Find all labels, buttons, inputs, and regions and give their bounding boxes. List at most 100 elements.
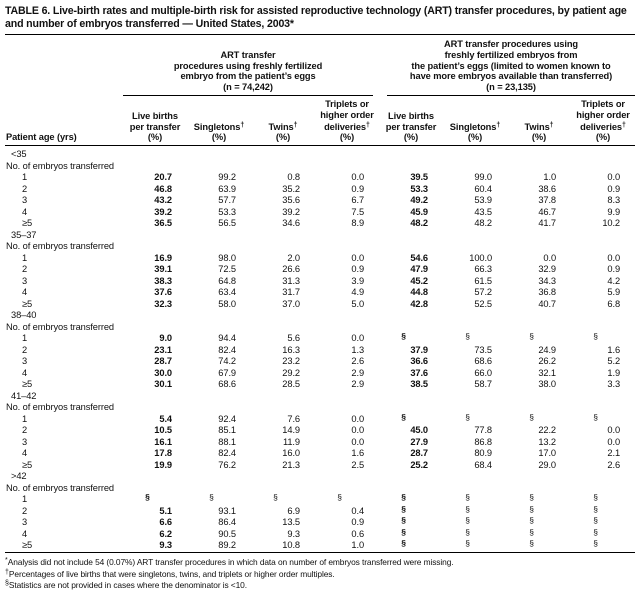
- suppressed-statistic-cell: §: [571, 412, 635, 426]
- percentage-cell: 36.5: [154, 218, 172, 229]
- percentage-cell: 9.0: [159, 333, 172, 344]
- dagger-footnote-marker: †: [293, 121, 298, 129]
- percentage-cell: 36.8: [538, 287, 557, 298]
- row-header-label: Patient age (yrs): [5, 95, 123, 147]
- percentage-cell: 0.9: [607, 183, 621, 194]
- percentage-cell: 0.0: [351, 425, 365, 436]
- percentage-cell: 68.4: [474, 459, 493, 470]
- percentage-cell: 0.0: [351, 172, 365, 183]
- percentage-cell: 57.7: [218, 195, 236, 206]
- data-row: ≥5 32.3 58.0 37.0 5.0 42.8 52.5 40.7 6.8: [5, 299, 635, 311]
- section-mark: §: [401, 411, 406, 422]
- suppressed-statistic-cell: §: [507, 411, 571, 426]
- embryo-count-label: 2: [22, 183, 28, 194]
- percentage-cell: 8.9: [351, 218, 365, 229]
- percentage-cell: 22.2: [538, 425, 557, 436]
- percentage-cell: 9.3: [159, 540, 172, 551]
- footnote-asterisk: *Analysis did not include 54 (0.07%) ART…: [5, 556, 635, 568]
- percentage-cell: 2.5: [351, 459, 365, 470]
- percentage-cell: 2.0: [287, 252, 300, 263]
- percentage-cell: 98.0: [218, 252, 236, 263]
- percentage-cell: 38.3: [154, 275, 172, 286]
- column-header-line: higher order: [576, 109, 630, 120]
- embryo-count-label: 3: [22, 356, 28, 367]
- data-row: 4 30.0 67.9 29.2 2.9 37.6 66.0 32.1 1.9: [5, 368, 635, 380]
- percentage-cell: 11.9: [282, 436, 300, 447]
- data-row: 3 16.1 88.1 11.9 0.0 27.9 86.8 13.2 0.0: [5, 437, 635, 449]
- embryos-transferred-label-row: No. of embryos transferred: [5, 241, 635, 253]
- column-header-line: higher order: [320, 109, 374, 120]
- section-mark: §: [529, 503, 534, 514]
- age-group-label-row: >42: [5, 471, 635, 483]
- percentage-cell: 9.9: [607, 206, 621, 217]
- percentage-cell: 31.7: [282, 287, 300, 298]
- percentage-cell: 46.8: [154, 183, 172, 194]
- age-group-label-row: 35–37: [5, 230, 635, 242]
- percentage-cell: 13.5: [282, 517, 300, 528]
- percentage-cell: 0.8: [287, 172, 300, 183]
- suppressed-statistic-cell: §: [379, 538, 443, 552]
- column-header-line: deliveries†: [324, 121, 370, 132]
- percentage-cell: 40.7: [538, 298, 557, 309]
- section-mark: §: [593, 331, 598, 342]
- percentage-cell: 0.0: [607, 252, 621, 263]
- percentage-cell: 0.0: [351, 413, 365, 424]
- column-header-g2-triplets: Triplets or higher order deliveries† (%): [571, 95, 636, 147]
- group-header-line: the patient’s eggs (limited to women kno…: [411, 60, 611, 71]
- section-mark: §: [529, 492, 534, 503]
- footnote-marker: §: [5, 580, 9, 588]
- suppressed-statistic-cell: §: [571, 515, 635, 529]
- percentage-cell: 0.9: [351, 517, 365, 528]
- percentage-cell: 39.5: [410, 172, 429, 183]
- column-header-line: deliveries†: [580, 121, 626, 132]
- embryos-transferred-label-row: No. of embryos transferred: [5, 402, 635, 414]
- percentage-cell: 9.3: [287, 528, 300, 539]
- data-row: 4 17.8 82.4 16.0 1.6 28.7 80.9 17.0 2.1: [5, 448, 635, 460]
- embryo-count-label: 3: [22, 275, 28, 286]
- column-header-line: Triplets or: [325, 98, 369, 109]
- embryo-count-label: ≥5: [22, 540, 33, 551]
- suppressed-statistic-cell: §: [571, 504, 635, 518]
- percentage-cell: 1.0: [543, 172, 557, 183]
- percentage-cell: 17.8: [154, 448, 172, 459]
- section-mark: §: [209, 492, 214, 503]
- data-row: 1 16.9 98.0 2.0 0.0 54.6 100.0 0.0 0.0: [5, 253, 635, 265]
- percentage-cell: 88.1: [218, 436, 236, 447]
- percentage-cell: 5.6: [287, 333, 300, 344]
- percentage-cell: 37.6: [410, 367, 429, 378]
- percentage-cell: 43.5: [474, 206, 493, 217]
- table-title: TABLE 6. Live-birth rates and multiple-b…: [5, 5, 635, 31]
- column-header-line: (%): [275, 132, 291, 143]
- section-mark: §: [401, 538, 406, 549]
- percentage-cell: 39.2: [282, 206, 300, 217]
- age-group-label-row: 41–42: [5, 391, 635, 403]
- section-mark: §: [529, 411, 534, 422]
- data-row: 2 5.1 93.1 6.9 0.4 § § § §: [5, 503, 635, 518]
- percentage-cell: 8.3: [607, 195, 621, 206]
- suppressed-statistic-cell: §: [443, 331, 507, 345]
- embryo-count-label: 2: [22, 264, 28, 275]
- percentage-cell: 29.2: [282, 367, 300, 378]
- embryo-count-label: ≥5: [22, 218, 33, 229]
- percentage-cell: 53.9: [474, 195, 493, 206]
- embryo-count-label: 1: [22, 333, 28, 344]
- percentage-cell: 16.3: [282, 344, 300, 355]
- dagger-footnote-marker: †: [549, 121, 554, 129]
- percentage-cell: 10.5: [154, 425, 172, 436]
- percentage-cell: 2.1: [607, 448, 621, 459]
- suppressed-statistic-cell: §: [379, 503, 443, 518]
- age-group-label: <35: [11, 149, 27, 160]
- percentage-cell: 36.6: [410, 356, 429, 367]
- group-header-line: ART transfer procedures using: [444, 39, 579, 49]
- percentage-cell: 45.2: [410, 275, 429, 286]
- percentage-cell: 32.1: [538, 367, 557, 378]
- percentage-cell: 0.6: [351, 528, 365, 539]
- percentage-cell: 61.5: [474, 275, 493, 286]
- percentage-cell: 82.4: [218, 344, 236, 355]
- table-title-line1: TABLE 6. Live-birth rates and multiple-b…: [5, 5, 627, 17]
- column-header-line: Singletons†: [449, 121, 501, 132]
- percentage-cell: 1.6: [607, 344, 621, 355]
- percentage-cell: 99.2: [218, 172, 236, 183]
- suppressed-statistic-cell: §: [507, 492, 571, 506]
- section-mark: §: [401, 503, 406, 514]
